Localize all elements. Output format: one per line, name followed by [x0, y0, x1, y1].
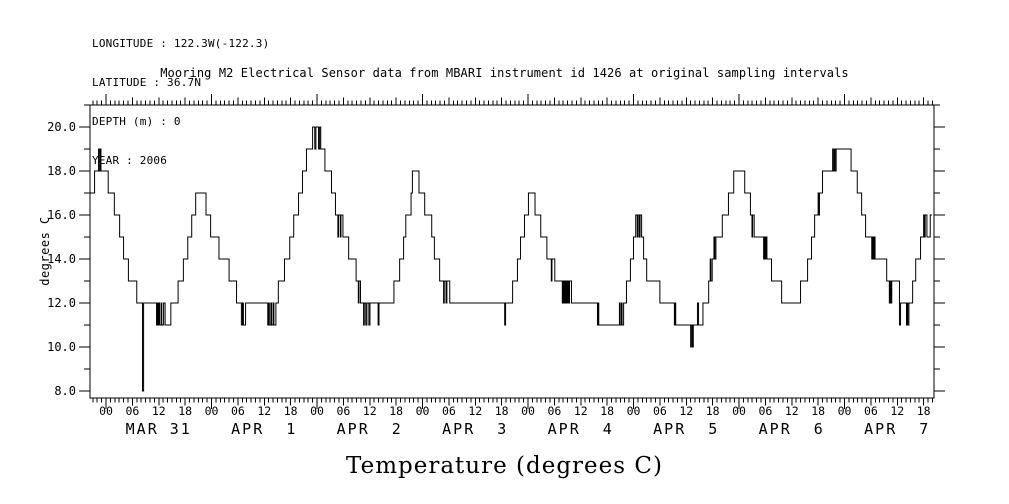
x-hour-label: 12	[363, 404, 377, 418]
x-hour-label: 12	[679, 404, 693, 418]
x-hour-label: 18	[917, 404, 931, 418]
y-tick-labels: 8.0 10.0 12.0 14.0 16.0 18.0 20.0	[47, 120, 76, 398]
x-day-label: MAR 31	[126, 420, 192, 438]
x-hour-label: 06	[442, 404, 456, 418]
x-hour-label: 18	[811, 404, 825, 418]
y-tick-label: 12.0	[47, 296, 76, 310]
y-tick-label: 20.0	[47, 120, 76, 134]
x-hour-label: 06	[125, 404, 139, 418]
x-hour-label: 18	[284, 404, 298, 418]
x-axis-title: Temperature (degrees C)	[346, 453, 663, 479]
y-tick-label: 14.0	[47, 252, 76, 266]
header-depth: DEPTH (m) : 0	[92, 115, 181, 128]
chart-title: Mooring M2 Electrical Sensor data from M…	[160, 66, 849, 80]
x-hour-label: 06	[547, 404, 561, 418]
y-tick-label: 18.0	[47, 164, 76, 178]
x-hour-label: 18	[495, 404, 509, 418]
x-day-label: APR 6	[759, 420, 825, 438]
x-hour-label: 06	[653, 404, 667, 418]
y-tick-label: 16.0	[47, 208, 76, 222]
x-hour-label: 06	[864, 404, 878, 418]
y-tick-label: 10.0	[47, 340, 76, 354]
x-hour-label: 12	[257, 404, 271, 418]
x-hour-label: 18	[389, 404, 403, 418]
x-hour-label: 00	[205, 404, 219, 418]
x-day-label: APR 2	[337, 420, 403, 438]
x-day-label: APR 3	[442, 420, 508, 438]
x-hour-label: 00	[310, 404, 324, 418]
x-hour-label: 18	[178, 404, 192, 418]
header-latitude: LATITUDE : 36.7N	[92, 76, 202, 89]
x-day-label: APR 7	[864, 420, 930, 438]
y-axis-label: degrees C	[38, 216, 52, 286]
x-hour-label: 06	[336, 404, 350, 418]
x-hour-label: 00	[99, 404, 113, 418]
y-tick-label: 8.0	[54, 384, 76, 398]
x-hour-label: 12	[152, 404, 166, 418]
x-hour-label: 00	[732, 404, 746, 418]
x-hour-label: 00	[838, 404, 852, 418]
x-axis-labels: 00 06 12 18 MAR 31 00 06 12 18 APR 1 00 06 12 18 APR 2…	[99, 404, 931, 438]
x-hour-label: 06	[231, 404, 245, 418]
axes	[79, 94, 945, 409]
x-day-label: APR 4	[548, 420, 614, 438]
x-hour-label: 12	[890, 404, 904, 418]
header-longitude: LONGITUDE : 122.3W(-122.3)	[92, 37, 270, 50]
header-info: LONGITUDE : 122.3W(-122.3) LATITUDE : 36…	[92, 11, 269, 180]
x-hour-label: 06	[758, 404, 772, 418]
x-hour-label: 12	[785, 404, 799, 418]
plot-border	[89, 104, 935, 399]
x-day-label: APR 1	[231, 420, 297, 438]
header-year: YEAR : 2006	[92, 154, 168, 167]
x-hour-label: 12	[574, 404, 588, 418]
x-hour-label: 18	[706, 404, 720, 418]
temperature-series	[90, 126, 932, 392]
x-hour-label: 00	[416, 404, 430, 418]
x-hour-label: 12	[468, 404, 482, 418]
x-hour-label: 00	[627, 404, 641, 418]
x-hour-label: 00	[521, 404, 535, 418]
x-day-label: APR 5	[653, 420, 719, 438]
x-hour-label: 18	[600, 404, 614, 418]
